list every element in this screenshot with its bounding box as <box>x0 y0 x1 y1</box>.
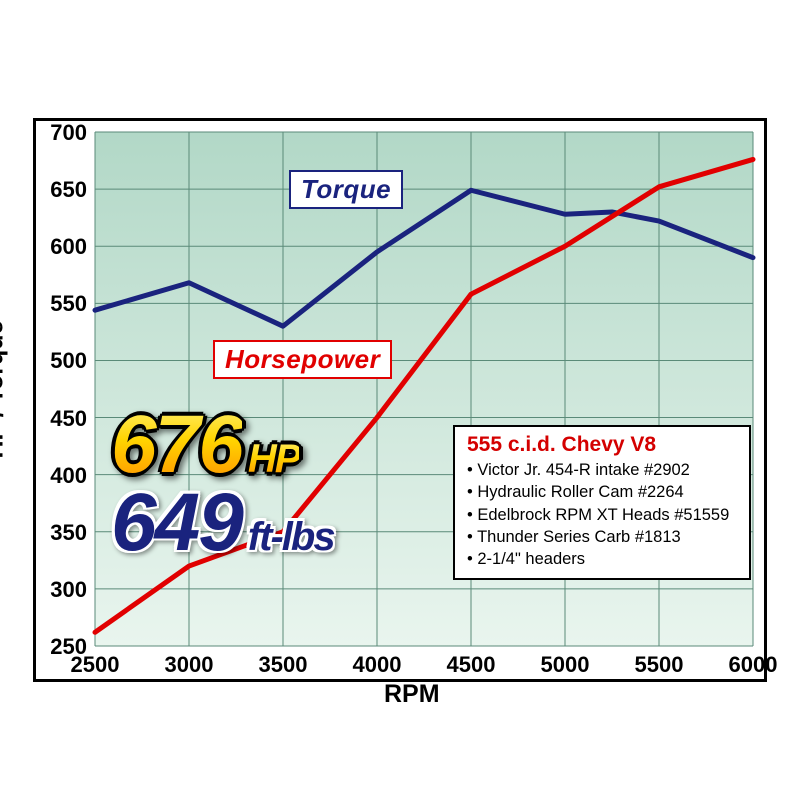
y-tick-label: 500 <box>50 348 87 374</box>
y-tick-label: 350 <box>50 520 87 546</box>
spec-item: Thunder Series Carb #1813 <box>467 526 737 548</box>
dyno-chart: HP / Torque RPM Torque Horsepower 676HP … <box>33 118 767 682</box>
torque-series-label: Torque <box>289 170 403 209</box>
torque-callout-number: 649 <box>111 477 242 568</box>
spec-item: 2-1/4" headers <box>467 548 737 570</box>
hp-callout-unit: HP <box>248 437 300 481</box>
x-tick-label: 3500 <box>255 652 311 678</box>
horsepower-series-label: Horsepower <box>213 340 392 379</box>
hp-callout: 676HP <box>111 408 299 482</box>
y-tick-label: 650 <box>50 177 87 203</box>
y-tick-label: 300 <box>50 577 87 603</box>
torque-callout: 649ft-lbs <box>111 486 334 560</box>
x-tick-label: 4500 <box>443 652 499 678</box>
x-tick-label: 2500 <box>67 652 123 678</box>
y-axis-label: HP / Torque <box>0 290 10 490</box>
spec-box-title: 555 c.i.d. Chevy V8 <box>467 433 737 457</box>
x-tick-label: 4000 <box>349 652 405 678</box>
y-tick-label: 450 <box>50 406 87 432</box>
y-tick-label: 550 <box>50 291 87 317</box>
x-tick-label: 5000 <box>537 652 593 678</box>
x-axis-label: RPM <box>384 680 440 709</box>
spec-item: Hydraulic Roller Cam #2264 <box>467 481 737 503</box>
spec-box: 555 c.i.d. Chevy V8 Victor Jr. 454-R int… <box>453 425 751 580</box>
torque-callout-unit: ft-lbs <box>248 515 334 559</box>
spec-box-list: Victor Jr. 454-R intake #2902Hydraulic R… <box>467 459 737 570</box>
x-tick-label: 3000 <box>161 652 217 678</box>
y-tick-label: 400 <box>50 463 87 489</box>
y-tick-label: 700 <box>50 120 87 146</box>
x-tick-label: 5500 <box>631 652 687 678</box>
spec-item: Victor Jr. 454-R intake #2902 <box>467 459 737 481</box>
x-tick-label: 6000 <box>725 652 781 678</box>
spec-item: Edelbrock RPM XT Heads #51559 <box>467 504 737 526</box>
y-tick-label: 600 <box>50 234 87 260</box>
